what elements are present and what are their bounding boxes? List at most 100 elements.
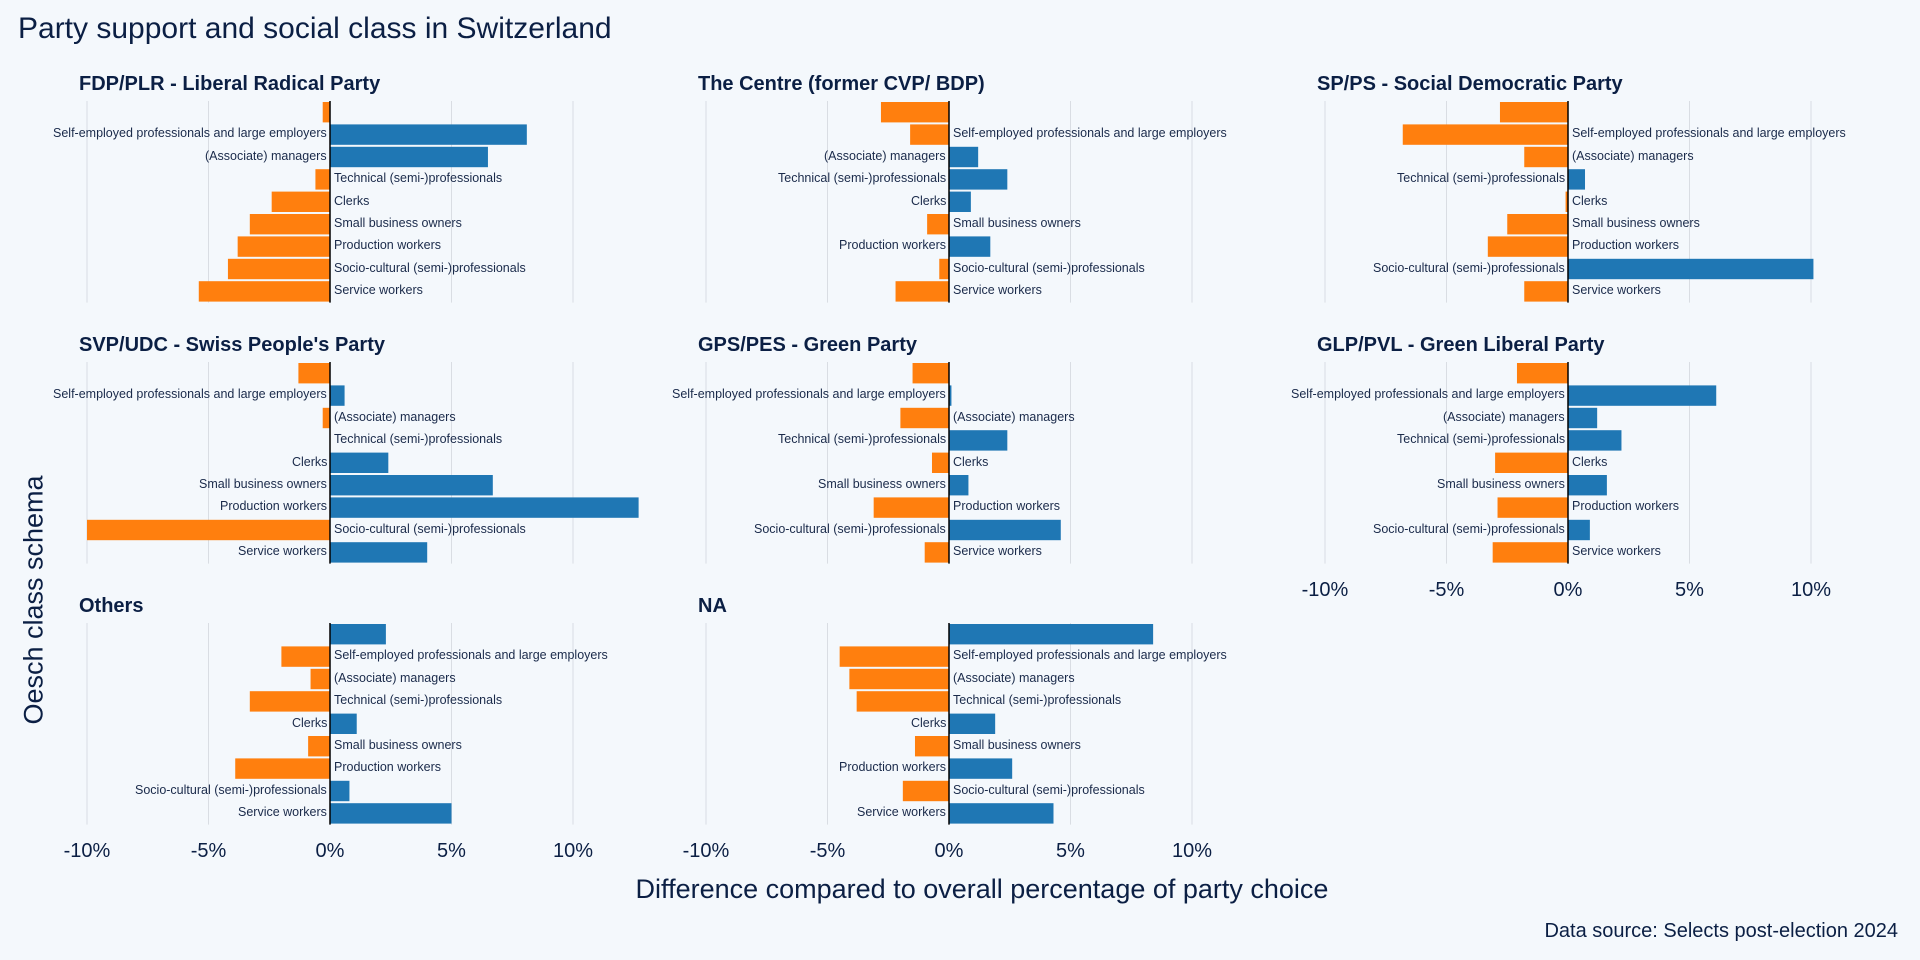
x-tick-label: 5% <box>1056 839 1085 862</box>
category-label: Production workers <box>839 238 946 253</box>
panel-title: NA <box>698 595 727 617</box>
bar <box>1507 214 1568 235</box>
panel-title: SVP/UDC - Swiss People's Party <box>79 334 385 356</box>
bar <box>949 758 1013 779</box>
category-label: Production workers <box>334 760 441 775</box>
bar <box>1568 258 1814 280</box>
category-label: Technical (semi-)professionals <box>778 432 947 447</box>
bar <box>308 736 330 757</box>
bar <box>87 519 330 541</box>
x-tick-label: 5% <box>437 839 466 862</box>
category-label: Socio-cultural (semi-)professionals <box>953 260 1145 275</box>
category-label: Socio-cultural (semi-)professionals <box>334 521 526 536</box>
bar <box>330 542 428 563</box>
category-label: (Associate) managers <box>334 670 456 685</box>
bar <box>914 736 949 757</box>
bar <box>949 519 1061 541</box>
bar <box>1516 363 1568 384</box>
category-label: Production workers <box>953 499 1060 514</box>
bar <box>880 102 949 123</box>
category-label: Self-employed professionals and large em… <box>953 648 1227 663</box>
category-label: Technical (semi-)professionals <box>1397 171 1566 186</box>
x-tick-label: -5% <box>190 839 227 862</box>
category-label: (Associate) managers <box>1443 409 1565 424</box>
category-label: Production workers <box>334 238 441 253</box>
x-tick-label: 5% <box>1675 578 1704 601</box>
category-label: Technical (semi-)professionals <box>334 171 503 186</box>
bar <box>249 214 330 235</box>
category-label: (Associate) managers <box>1572 148 1694 163</box>
category-label: Small business owners <box>1437 477 1565 491</box>
category-label: Technical (semi-)professionals <box>334 432 503 447</box>
x-tick-label: 10% <box>1790 578 1832 601</box>
bar <box>310 668 330 690</box>
category-label: Self-employed professionals and large em… <box>672 387 946 402</box>
category-label: Production workers <box>220 499 327 514</box>
x-tick-label: -5% <box>1428 578 1465 601</box>
bar <box>298 363 330 384</box>
bar <box>330 624 386 645</box>
category-label: Technical (semi-)professionals <box>334 693 503 708</box>
category-label: Clerks <box>334 193 370 208</box>
bar <box>873 497 949 518</box>
bar <box>237 236 330 257</box>
category-label: Clerks <box>292 715 328 730</box>
bar <box>949 191 971 212</box>
category-label: Self-employed professionals and large em… <box>334 648 608 663</box>
bar <box>839 646 949 667</box>
bar <box>1568 169 1586 190</box>
bar <box>1568 475 1607 496</box>
category-label: Service workers <box>334 283 423 298</box>
bar <box>1524 146 1568 168</box>
x-tick-label: -10% <box>63 839 111 862</box>
category-label: Clerks <box>911 715 947 730</box>
category-label: Small business owners <box>818 477 946 491</box>
category-label: (Associate) managers <box>334 409 456 424</box>
category-label: Socio-cultural (semi-)professionals <box>1373 521 1565 536</box>
bar <box>949 475 969 496</box>
bar <box>927 214 949 235</box>
bar <box>330 475 493 496</box>
bar <box>330 803 452 824</box>
category-label: (Associate) managers <box>824 148 946 163</box>
category-label: Self-employed professionals and large em… <box>1291 387 1565 402</box>
bar <box>1492 542 1568 563</box>
category-label: Self-employed professionals and large em… <box>53 126 327 141</box>
bar <box>1499 102 1568 123</box>
bar <box>1402 124 1568 145</box>
category-label: Self-employed professionals and large em… <box>1572 126 1846 141</box>
x-tick-label: -10% <box>682 839 730 862</box>
bar <box>1524 281 1568 302</box>
category-label: Technical (semi-)professionals <box>1397 432 1566 447</box>
category-label: Small business owners <box>334 216 462 230</box>
bar <box>949 385 952 406</box>
panel-title: GPS/PES - Green Party <box>698 334 917 356</box>
chart-title: Party support and social class in Switze… <box>18 12 612 45</box>
bar <box>949 146 979 168</box>
category-label: Socio-cultural (semi-)professionals <box>334 260 526 275</box>
x-axis-title: Difference compared to overall percentag… <box>635 874 1329 904</box>
category-label: (Associate) managers <box>953 670 1075 685</box>
bar <box>1568 385 1717 406</box>
category-label: Small business owners <box>953 738 1081 752</box>
bar <box>856 691 949 712</box>
category-label: Socio-cultural (semi-)professionals <box>754 521 946 536</box>
bar <box>322 102 330 123</box>
bar <box>330 452 389 473</box>
bar <box>895 281 949 302</box>
bar <box>902 780 949 802</box>
bar <box>330 497 639 518</box>
category-label: Self-employed professionals and large em… <box>53 387 327 402</box>
bar <box>949 803 1054 824</box>
bar <box>949 236 991 257</box>
panel-title: FDP/PLR - Liberal Radical Party <box>79 73 381 95</box>
x-tick-label: -10% <box>1301 578 1349 601</box>
bar <box>1487 236 1568 257</box>
category-label: Production workers <box>1572 499 1679 514</box>
